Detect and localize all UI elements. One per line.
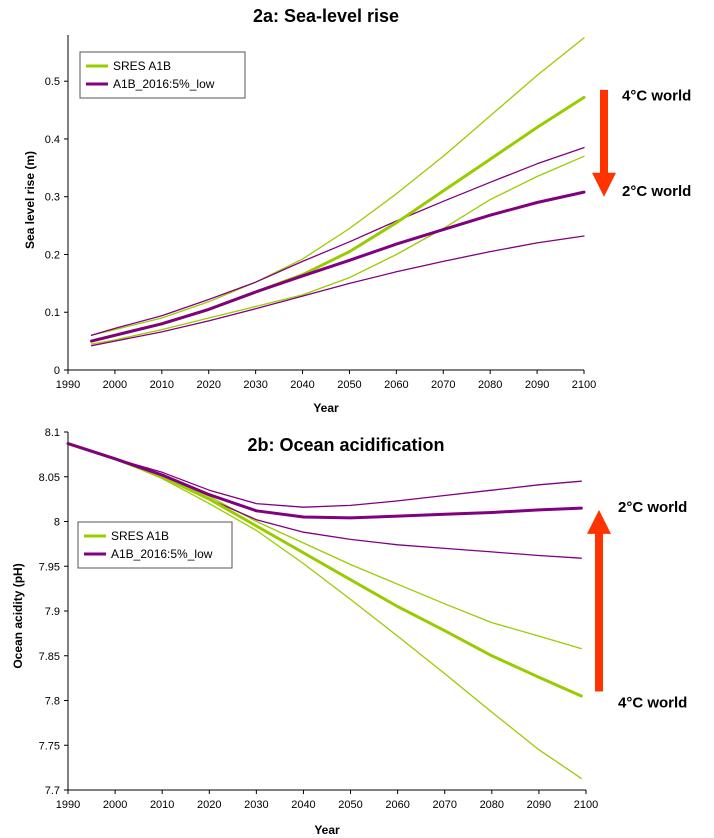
legend-label-low: A1B_2016:5%_low: [113, 77, 215, 91]
series-line-sres-central: [66, 442, 583, 698]
y-tick-label: 7.7: [45, 785, 60, 797]
x-tick-label: 2020: [196, 379, 220, 391]
x-tick-label: 2060: [384, 379, 408, 391]
series-line-low-lower: [90, 235, 585, 347]
series-line-sres-lower: [90, 155, 585, 345]
x-tick-label: 1990: [56, 799, 80, 811]
y-tick-label: 8.05: [39, 472, 60, 484]
x-tick-label: 2080: [478, 379, 502, 391]
x-tick-label: 2010: [150, 379, 174, 391]
annotation-label: 4°C world: [622, 88, 691, 105]
legend-label-low: A1B_2016:5%_low: [111, 547, 213, 561]
x-tick-label: 2050: [338, 799, 362, 811]
y-tick-label: 0.5: [45, 76, 60, 88]
x-tick-label: 1990: [56, 379, 80, 391]
series-line-sres-upper: [90, 37, 585, 336]
x-tick-label: 2090: [525, 379, 549, 391]
y-tick-label: 7.85: [39, 651, 60, 663]
y-axis-label: Ocean acidity (pH): [11, 563, 25, 668]
x-tick-label: 2040: [291, 799, 315, 811]
x-axis-label: Year: [313, 401, 339, 415]
y-tick-label: 8.1: [45, 427, 60, 439]
y-tick-label: 0.4: [45, 134, 60, 146]
arrow-down: [592, 89, 616, 197]
chart-title: 2b: Ocean acidification: [247, 435, 444, 455]
legend-label-sres: SRES A1B: [113, 59, 171, 73]
series-line-low-upper: [67, 442, 582, 508]
y-tick-label: 0: [54, 365, 60, 377]
y-tick-label: 0.2: [45, 249, 60, 261]
y-tick-label: 8: [54, 517, 60, 529]
x-tick-label: 2100: [572, 379, 596, 391]
y-tick-label: 0.1: [45, 307, 60, 319]
legend-box: [77, 521, 233, 569]
legend-label-sres: SRES A1B: [111, 529, 169, 543]
y-tick-label: 7.9: [45, 606, 60, 618]
x-tick-label: 2010: [150, 799, 174, 811]
x-tick-label: 2030: [243, 379, 267, 391]
chart-panel-sea-level: 2a: Sea-level rise Year Sea level rise (…: [23, 6, 691, 415]
annotation-label: 4°C world: [618, 694, 687, 711]
x-tick-label: 2070: [432, 799, 456, 811]
y-tick-label: 0.3: [45, 192, 60, 204]
x-axis-label: Year: [314, 823, 340, 837]
x-tick-label: 2040: [290, 379, 314, 391]
x-tick-label: 2070: [431, 379, 455, 391]
y-axis-label: Sea level rise (m): [23, 151, 37, 249]
annotation-label: 2°C world: [622, 183, 691, 200]
x-tick-label: 2050: [337, 379, 361, 391]
y-tick-label: 7.75: [39, 740, 60, 752]
x-tick-label: 2020: [197, 799, 221, 811]
x-tick-label: 2080: [480, 799, 504, 811]
series-line-sres-central: [90, 95, 586, 343]
x-tick-label: 2030: [244, 799, 268, 811]
arrow-up: [587, 509, 611, 692]
series-line-low-upper: [90, 146, 585, 336]
x-tick-label: 2090: [527, 799, 551, 811]
series-line-low-central: [66, 442, 583, 520]
x-tick-label: 2100: [574, 799, 598, 811]
series-line-low-central: [90, 190, 586, 343]
legend-box: [79, 51, 246, 99]
x-tick-label: 2000: [103, 799, 127, 811]
series-line-sres-lower: [67, 442, 582, 780]
x-tick-label: 2060: [385, 799, 409, 811]
chart-title: 2a: Sea-level rise: [253, 6, 399, 26]
y-tick-label: 7.95: [39, 561, 60, 573]
annotation-label: 2°C world: [618, 499, 687, 516]
x-tick-label: 2000: [103, 379, 127, 391]
chart-panel-ocean-acidity: 2b: Ocean acidification Year Ocean acidi…: [11, 427, 687, 837]
y-tick-label: 7.8: [45, 696, 60, 708]
